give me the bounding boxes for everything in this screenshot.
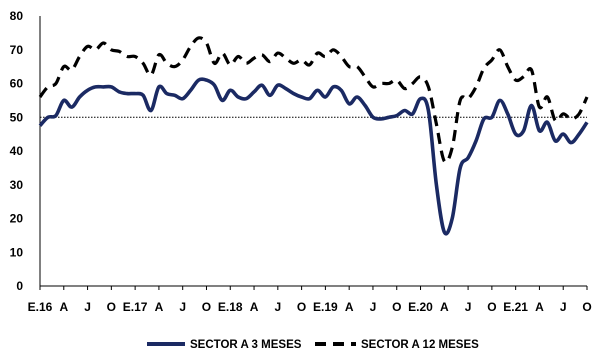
x-tick-label: O	[202, 300, 211, 314]
y-tick-label: 30	[10, 178, 24, 192]
y-tick-label: 60	[10, 77, 24, 91]
x-tick-label: A	[155, 300, 164, 314]
series-group	[38, 36, 589, 236]
legend-label-sector-a-12-meses: SECTOR A 12 MESES	[361, 339, 479, 351]
y-tick-label: 50	[10, 110, 24, 124]
y-tick-label: 20	[10, 212, 24, 226]
x-tick-label: A	[250, 300, 259, 314]
x-tick-label: E.16	[28, 300, 53, 314]
x-axis: E.16 A J O E.17 A J O E.18 A J O E.19 A J O E.20 A J O E.21 A…	[28, 285, 592, 314]
y-tick-label: 80	[10, 9, 24, 23]
x-tick-label: A	[440, 300, 449, 314]
x-tick-label: E.18	[218, 300, 243, 314]
x-tick-label: J	[84, 300, 91, 314]
series-line-sector-a-3-meses	[38, 77, 589, 236]
x-tick-label: A	[345, 300, 354, 314]
series-line-sector-a-12-meses	[38, 36, 589, 164]
legend-label-sector-a-3-meses: SECTOR A 3 MESES	[190, 339, 302, 351]
x-tick-label: J	[274, 300, 281, 314]
x-tick-label: O	[107, 300, 116, 314]
y-tick-label: 0	[16, 279, 23, 293]
x-tick-label: E.19	[313, 300, 338, 314]
x-tick-label: O	[582, 300, 591, 314]
y-tick-label: 40	[10, 144, 24, 158]
x-tick-label: J	[370, 300, 377, 314]
x-tick-label: E.17	[123, 300, 148, 314]
y-axis: 0 10 20 30 40 50 60 70 80	[10, 9, 41, 293]
x-tick-label: O	[392, 300, 401, 314]
x-tick-label: E.21	[503, 300, 528, 314]
y-tick-label: 10	[10, 245, 24, 259]
x-tick-label: A	[59, 300, 68, 314]
x-tick-label: E.20	[408, 300, 433, 314]
x-tick-label: O	[487, 300, 496, 314]
x-tick-label: A	[535, 300, 544, 314]
x-tick-label: J	[179, 300, 186, 314]
y-tick-label: 70	[10, 43, 24, 57]
x-tick-label: J	[465, 300, 472, 314]
x-tick-label: J	[560, 300, 567, 314]
x-tick-label: O	[297, 300, 306, 314]
legend: SECTOR A 3 MESES SECTOR A 12 MESES	[147, 339, 479, 351]
